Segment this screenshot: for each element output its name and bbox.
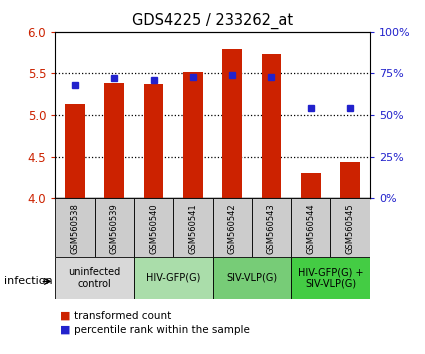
Text: GDS4225 / 233262_at: GDS4225 / 233262_at	[132, 12, 293, 29]
Text: GSM560543: GSM560543	[267, 203, 276, 254]
Text: HIV-GFP(G) +
SIV-VLP(G): HIV-GFP(G) + SIV-VLP(G)	[298, 267, 363, 289]
Bar	[183, 72, 203, 198]
Bar	[291, 198, 331, 257]
Bar	[331, 198, 370, 257]
Text: GSM560541: GSM560541	[188, 203, 197, 253]
Bar	[173, 198, 212, 257]
Bar	[212, 198, 252, 257]
Text: GSM560542: GSM560542	[228, 203, 237, 253]
Text: ■: ■	[60, 325, 70, 335]
Text: percentile rank within the sample: percentile rank within the sample	[74, 325, 250, 335]
Text: GSM560545: GSM560545	[346, 203, 354, 253]
Text: ■: ■	[60, 311, 70, 321]
Bar	[55, 257, 134, 299]
Bar	[94, 198, 134, 257]
Bar	[252, 198, 291, 257]
Bar	[55, 198, 94, 257]
Text: SIV-VLP(G): SIV-VLP(G)	[226, 273, 278, 283]
Bar	[134, 257, 212, 299]
Bar	[222, 49, 242, 198]
Text: GSM560538: GSM560538	[71, 203, 79, 254]
Bar	[105, 82, 124, 198]
Bar	[262, 54, 281, 198]
Bar	[212, 257, 291, 299]
Text: uninfected
control: uninfected control	[68, 267, 121, 289]
Bar	[65, 104, 85, 198]
Text: GSM560544: GSM560544	[306, 203, 315, 253]
Text: GSM560540: GSM560540	[149, 203, 158, 253]
Bar	[340, 162, 360, 198]
Text: transformed count: transformed count	[74, 311, 172, 321]
Bar	[134, 198, 173, 257]
Bar	[301, 173, 320, 198]
Bar	[291, 257, 370, 299]
Text: infection: infection	[4, 276, 53, 286]
Text: HIV-GFP(G): HIV-GFP(G)	[146, 273, 200, 283]
Bar	[144, 84, 163, 198]
Text: GSM560539: GSM560539	[110, 203, 119, 254]
